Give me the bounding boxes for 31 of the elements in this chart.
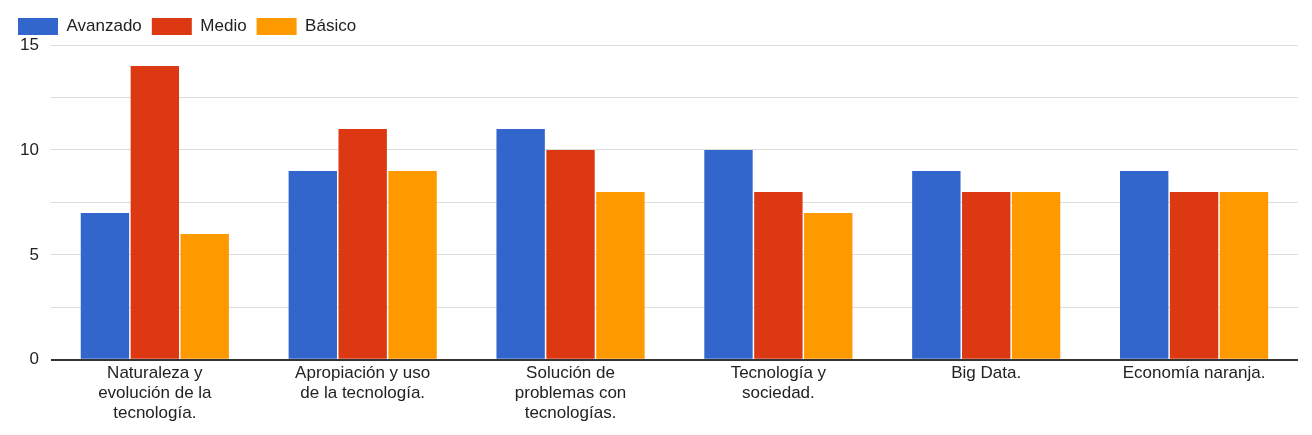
- x-tick-label: Solución de problemas con tecnologías.: [514, 362, 627, 423]
- bar: [912, 170, 961, 359]
- bar: [1169, 191, 1219, 359]
- x-tick-label: Economía naranja.: [1122, 362, 1266, 382]
- x-tick-label: Tecnología y sociedad.: [730, 362, 827, 403]
- bar: [804, 212, 853, 359]
- bar: [962, 191, 1011, 359]
- bar: [754, 191, 803, 359]
- bar: [80, 212, 130, 359]
- bar: [496, 128, 545, 359]
- legend-label: Básico: [305, 16, 357, 36]
- y-tick-label: 5: [29, 244, 39, 264]
- bar: [596, 191, 645, 359]
- legend-label: Medio: [200, 16, 247, 36]
- bar: [1219, 191, 1269, 359]
- x-tick-label: Naturaleza y evolución de la tecnología.: [98, 362, 213, 423]
- bar: [130, 65, 180, 359]
- bar: [338, 128, 387, 359]
- bar: [1011, 191, 1061, 359]
- bar: [388, 170, 437, 359]
- legend-label: Avanzado: [66, 16, 142, 36]
- x-tick-label: Apropiación y uso de la tecnología.: [295, 362, 431, 403]
- bar: [704, 149, 753, 359]
- bar: [288, 170, 337, 359]
- x-tick-label: Big Data.: [951, 362, 1022, 382]
- bar: [546, 149, 595, 359]
- bar: [1120, 170, 1169, 359]
- y-tick-label: 0: [29, 349, 39, 369]
- y-tick-label: 10: [19, 139, 39, 159]
- y-tick-label: 15: [19, 34, 39, 54]
- bar: [180, 233, 229, 359]
